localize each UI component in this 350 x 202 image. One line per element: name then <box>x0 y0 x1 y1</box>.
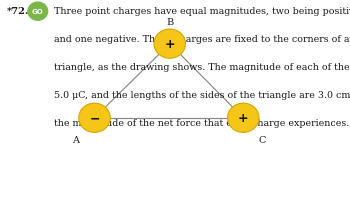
Text: *72.: *72. <box>6 7 29 16</box>
Ellipse shape <box>228 104 259 133</box>
Text: GO: GO <box>32 9 44 15</box>
Text: A: A <box>72 135 79 144</box>
Text: triangle, as the drawing shows. The magnitude of each of the charges is: triangle, as the drawing shows. The magn… <box>54 63 350 72</box>
Text: the magnitude of the net force that each charge experiences.: the magnitude of the net force that each… <box>54 119 350 127</box>
Ellipse shape <box>27 2 48 22</box>
Text: +: + <box>238 112 248 125</box>
Ellipse shape <box>79 104 110 133</box>
Text: C: C <box>259 135 266 144</box>
Text: 5.0 μC, and the lengths of the sides of the triangle are 3.0 cm. Calculate: 5.0 μC, and the lengths of the sides of … <box>54 91 350 100</box>
Text: +: + <box>164 38 175 51</box>
Text: −: − <box>89 112 100 125</box>
Ellipse shape <box>154 30 186 59</box>
Text: Three point charges have equal magnitudes, two being positive: Three point charges have equal magnitude… <box>54 7 350 16</box>
Text: and one negative. These charges are fixed to the corners of an equilateral: and one negative. These charges are fixe… <box>54 35 350 44</box>
Text: B: B <box>166 18 173 27</box>
